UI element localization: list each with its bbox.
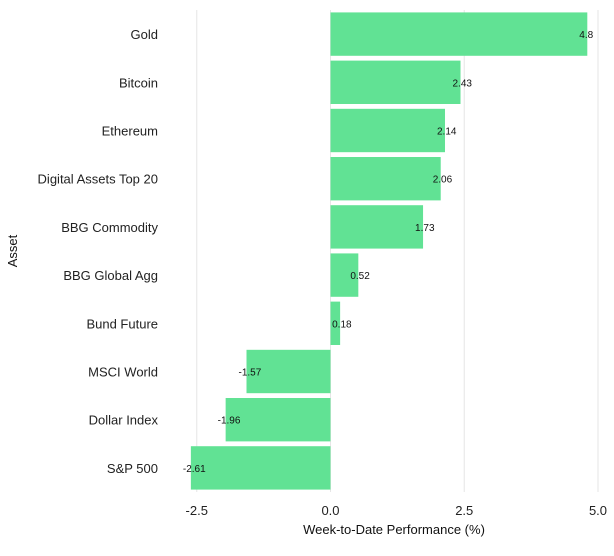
value-label: 2.06 <box>433 175 453 186</box>
bars <box>190 12 588 490</box>
category-label: MSCI World <box>88 365 158 380</box>
value-label: 1.73 <box>415 223 435 234</box>
y-axis-title: Asset <box>5 234 20 267</box>
bar <box>190 446 331 490</box>
bar <box>330 157 441 201</box>
bar <box>330 12 588 56</box>
value-label: 4.8 <box>579 30 593 41</box>
value-label: -2.61 <box>183 464 206 475</box>
bar <box>330 301 341 345</box>
value-labels: 4.8 2.43 2.14 2.06 1.73 0.52 0.18 -1.57 -1.96 -2.… <box>183 30 594 475</box>
category-labels: Gold Bitcoin Ethereum Digital Assets Top 20… <box>38 27 159 476</box>
value-label: 2.43 <box>453 78 473 89</box>
value-label: 0.52 <box>350 271 370 282</box>
x-tick-label: -2.5 <box>186 503 208 518</box>
x-tick-labels: -2.5 0.0 2.5 5.0 <box>186 503 607 518</box>
category-label: BBG Global Agg <box>63 268 158 283</box>
category-label: Bund Future <box>86 316 158 331</box>
bar <box>330 205 424 249</box>
x-tick-label: 0.0 <box>321 503 339 518</box>
x-tick-label: 5.0 <box>589 503 607 518</box>
category-label: Gold <box>131 27 158 42</box>
bar <box>246 349 331 394</box>
category-label: Bitcoin <box>119 75 158 90</box>
bar <box>330 60 461 104</box>
category-label: Ethereum <box>102 124 158 139</box>
bar <box>330 108 445 153</box>
category-label: Dollar Index <box>89 413 159 428</box>
x-tick-label: 2.5 <box>455 503 473 518</box>
value-label: 2.14 <box>437 127 457 138</box>
category-label: BBG Commodity <box>61 220 158 235</box>
x-axis-title: Week-to-Date Performance (%) <box>303 522 485 537</box>
value-label: -1.57 <box>239 368 262 379</box>
bar <box>330 253 359 297</box>
value-label: 0.18 <box>332 319 352 330</box>
value-label: -1.96 <box>218 416 241 427</box>
category-label: Digital Assets Top 20 <box>38 172 158 187</box>
category-label: S&P 500 <box>107 461 158 476</box>
bar <box>225 398 331 442</box>
